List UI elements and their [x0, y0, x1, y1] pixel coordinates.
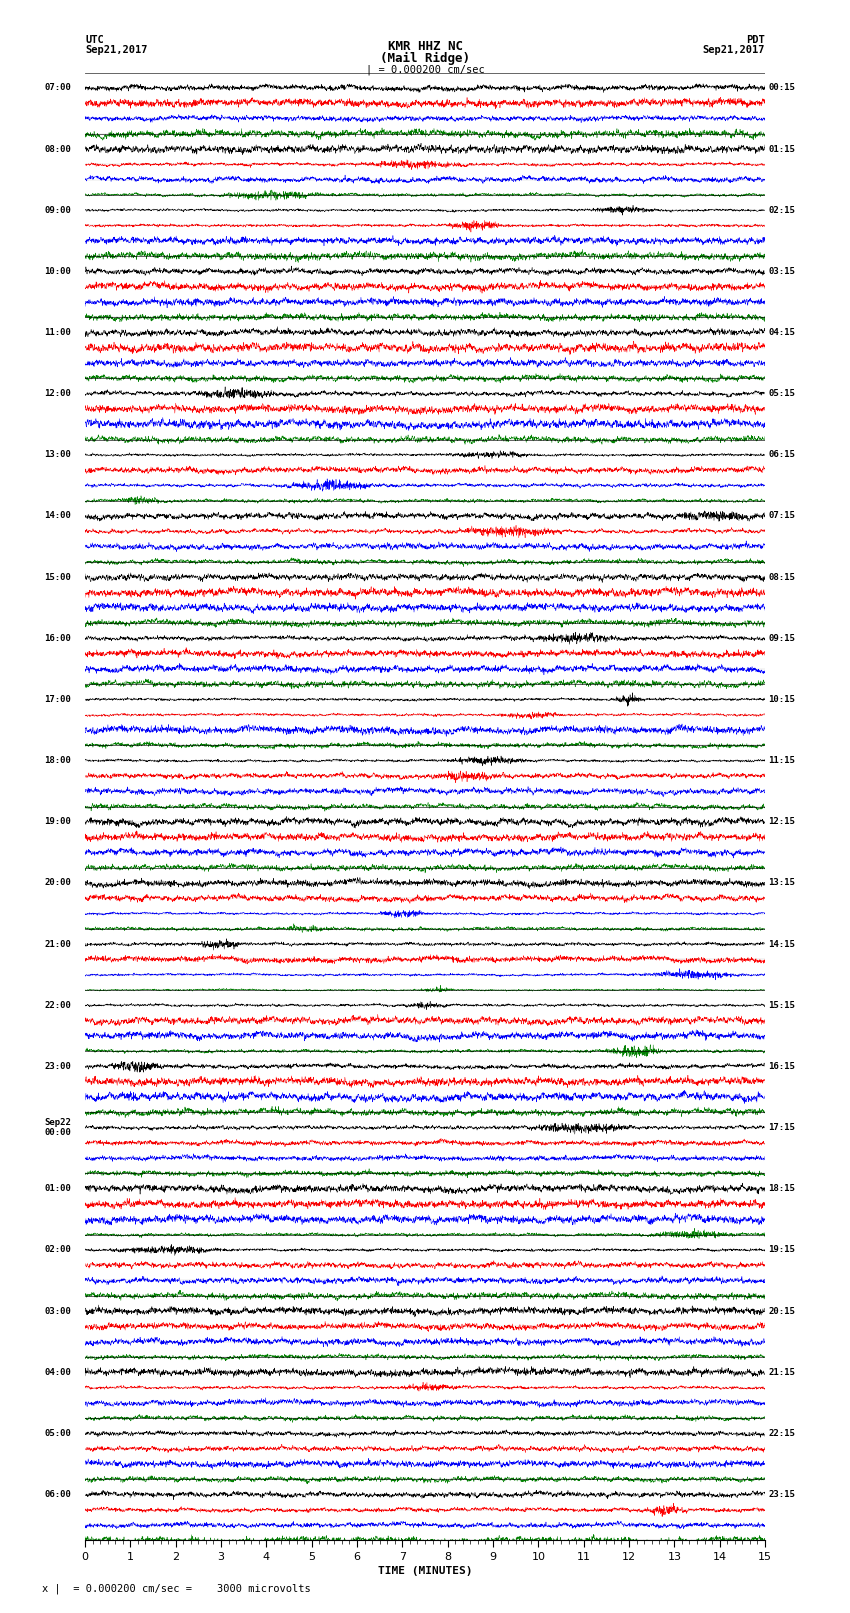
- Text: 06:00: 06:00: [44, 1490, 71, 1498]
- Text: 04:00: 04:00: [44, 1368, 71, 1378]
- Text: 06:15: 06:15: [768, 450, 796, 460]
- Text: PDT: PDT: [746, 35, 765, 45]
- Text: 02:15: 02:15: [768, 206, 796, 215]
- Text: 14:15: 14:15: [768, 940, 796, 948]
- Text: 20:15: 20:15: [768, 1307, 796, 1316]
- Text: 10:00: 10:00: [44, 266, 71, 276]
- Text: Sep21,2017: Sep21,2017: [85, 45, 148, 55]
- Text: 18:00: 18:00: [44, 756, 71, 765]
- Text: 19:00: 19:00: [44, 818, 71, 826]
- Text: 07:15: 07:15: [768, 511, 796, 521]
- Text: 20:00: 20:00: [44, 879, 71, 887]
- Text: 11:00: 11:00: [44, 327, 71, 337]
- Text: 11:15: 11:15: [768, 756, 796, 765]
- Text: Sep21,2017: Sep21,2017: [702, 45, 765, 55]
- Text: 14:00: 14:00: [44, 511, 71, 521]
- Text: 17:15: 17:15: [768, 1123, 796, 1132]
- Text: 12:15: 12:15: [768, 818, 796, 826]
- Text: 07:00: 07:00: [44, 84, 71, 92]
- Text: KMR HHZ NC: KMR HHZ NC: [388, 40, 462, 53]
- Text: 01:15: 01:15: [768, 145, 796, 153]
- Text: 08:15: 08:15: [768, 573, 796, 582]
- Text: 22:15: 22:15: [768, 1429, 796, 1437]
- Text: 04:15: 04:15: [768, 327, 796, 337]
- X-axis label: TIME (MINUTES): TIME (MINUTES): [377, 1566, 473, 1576]
- Text: 17:00: 17:00: [44, 695, 71, 703]
- Text: UTC: UTC: [85, 35, 104, 45]
- Text: | = 0.000200 cm/sec: | = 0.000200 cm/sec: [366, 65, 484, 76]
- Text: 21:00: 21:00: [44, 940, 71, 948]
- Text: 16:15: 16:15: [768, 1061, 796, 1071]
- Text: 03:00: 03:00: [44, 1307, 71, 1316]
- Text: 09:15: 09:15: [768, 634, 796, 644]
- Text: x |  = 0.000200 cm/sec =    3000 microvolts: x | = 0.000200 cm/sec = 3000 microvolts: [42, 1582, 311, 1594]
- Text: 12:00: 12:00: [44, 389, 71, 398]
- Text: 05:15: 05:15: [768, 389, 796, 398]
- Text: 18:15: 18:15: [768, 1184, 796, 1194]
- Text: 02:00: 02:00: [44, 1245, 71, 1255]
- Text: 16:00: 16:00: [44, 634, 71, 644]
- Text: 21:15: 21:15: [768, 1368, 796, 1378]
- Text: 09:00: 09:00: [44, 206, 71, 215]
- Text: 15:15: 15:15: [768, 1000, 796, 1010]
- Text: 03:15: 03:15: [768, 266, 796, 276]
- Text: 01:00: 01:00: [44, 1184, 71, 1194]
- Text: 13:00: 13:00: [44, 450, 71, 460]
- Text: 00:15: 00:15: [768, 84, 796, 92]
- Text: 23:15: 23:15: [768, 1490, 796, 1498]
- Text: (Mail Ridge): (Mail Ridge): [380, 52, 470, 65]
- Text: 13:15: 13:15: [768, 879, 796, 887]
- Text: 22:00: 22:00: [44, 1000, 71, 1010]
- Text: 05:00: 05:00: [44, 1429, 71, 1437]
- Text: 23:00: 23:00: [44, 1061, 71, 1071]
- Text: 10:15: 10:15: [768, 695, 796, 703]
- Text: 19:15: 19:15: [768, 1245, 796, 1255]
- Text: Sep22
00:00: Sep22 00:00: [44, 1118, 71, 1137]
- Text: 08:00: 08:00: [44, 145, 71, 153]
- Text: 15:00: 15:00: [44, 573, 71, 582]
